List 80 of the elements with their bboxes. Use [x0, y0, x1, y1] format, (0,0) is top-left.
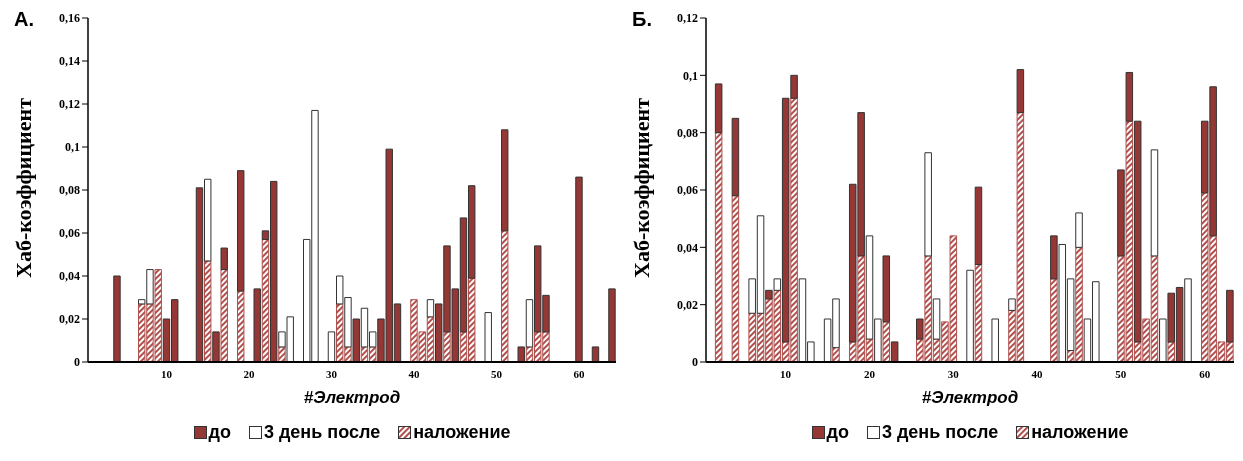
- bar: [220, 247, 228, 271]
- bar: [608, 288, 616, 362]
- legend-label: наложение: [1030, 422, 1129, 443]
- bar: [237, 170, 245, 292]
- bar: [932, 298, 941, 340]
- legend-label: до: [207, 422, 231, 443]
- bar: [204, 260, 212, 362]
- y-tick-label: 0: [692, 355, 698, 370]
- legend-label: 3 день после: [880, 422, 999, 443]
- bar: [1050, 278, 1058, 362]
- x-axis-title: #Электрод: [302, 388, 402, 408]
- bar: [591, 346, 600, 362]
- bar: [1167, 341, 1175, 362]
- x-tick-label: 60: [1199, 367, 1211, 380]
- bar: [575, 176, 583, 362]
- x-axis-title: #Электрод: [920, 388, 1020, 408]
- bar: [484, 312, 492, 362]
- x-tick-label: 60: [573, 367, 585, 380]
- y-tick-label: 0,04: [677, 240, 698, 255]
- bar: [220, 269, 228, 362]
- y-tick-label: 0,12: [677, 11, 698, 26]
- chart-title: А.: [14, 8, 34, 31]
- bar: [974, 264, 983, 362]
- bar: [1226, 289, 1234, 343]
- x-tick-label: 10: [160, 367, 173, 380]
- bar: [974, 186, 983, 266]
- bar: [916, 318, 924, 340]
- x-tick-label: 30: [947, 367, 960, 380]
- bar: [832, 347, 840, 362]
- y-tick-label: 0,08: [677, 125, 698, 140]
- bar: [714, 83, 723, 134]
- y-tick-label: 0,14: [59, 54, 80, 69]
- bar: [731, 195, 740, 362]
- y-tick-label: 0,1: [65, 140, 80, 155]
- bar: [731, 117, 740, 197]
- y-tick-label: 0: [74, 355, 80, 370]
- x-tick-label: 20: [863, 367, 876, 380]
- x-tick-label: 30: [325, 367, 338, 380]
- legend-label: 3 день после: [262, 422, 381, 443]
- x-tick-label: 50: [1115, 367, 1127, 380]
- bar: [327, 331, 336, 362]
- x-tick-label: 20: [243, 367, 255, 380]
- bar: [237, 290, 245, 362]
- y-tick-label: 0,16: [59, 11, 80, 26]
- y-tick-label: 0,06: [59, 226, 80, 241]
- bar: [714, 132, 723, 362]
- bar: [991, 318, 999, 362]
- y-axis-title: Хаб-коэффициент: [629, 98, 655, 278]
- bar: [501, 129, 509, 232]
- x-tick-label: 40: [1031, 367, 1044, 380]
- bar: [1117, 169, 1125, 257]
- legend-label: до: [825, 422, 849, 443]
- bar: [890, 341, 899, 362]
- chart-title: Б.: [632, 8, 652, 31]
- bar: [261, 238, 270, 362]
- bar: [113, 275, 121, 362]
- bar: [1150, 149, 1159, 257]
- legend-label: наложение: [412, 422, 511, 443]
- y-axis-title: Хаб-коэффициент: [11, 98, 37, 278]
- bar: [1008, 298, 1016, 311]
- bar: [1016, 69, 1025, 114]
- y-tick-label: 0,06: [677, 183, 698, 198]
- y-tick-label: 0,08: [59, 183, 80, 198]
- bar: [253, 288, 261, 362]
- bar: [1075, 212, 1083, 248]
- bar: [966, 269, 974, 362]
- bar: [882, 321, 891, 362]
- bar: [443, 331, 451, 362]
- y-tick-label: 0,02: [59, 312, 80, 327]
- y-tick-label: 0,1: [683, 68, 698, 83]
- x-tick-label: 40: [408, 367, 420, 380]
- y-tick-label: 0,02: [677, 297, 698, 312]
- bar: [278, 346, 286, 362]
- y-tick-label: 0,04: [59, 269, 80, 284]
- x-tick-label: 10: [780, 367, 792, 380]
- x-tick-label: 50: [490, 367, 503, 380]
- bar: [212, 331, 220, 362]
- bar: [501, 230, 509, 362]
- y-tick-label: 0,12: [59, 97, 80, 112]
- bar: [924, 152, 932, 257]
